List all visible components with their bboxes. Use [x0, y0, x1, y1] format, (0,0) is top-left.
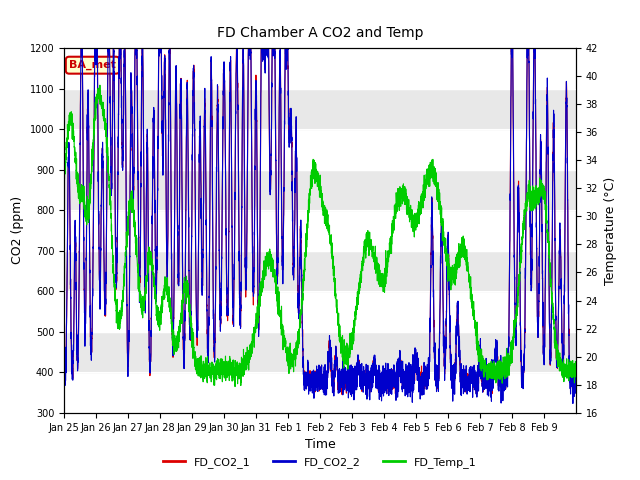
- Legend: FD_CO2_1, FD_CO2_2, FD_Temp_1: FD_CO2_1, FD_CO2_2, FD_Temp_1: [159, 452, 481, 472]
- Y-axis label: CO2 (ppm): CO2 (ppm): [11, 196, 24, 264]
- X-axis label: Time: Time: [305, 438, 335, 451]
- Bar: [64, 210, 576, 251]
- Y-axis label: Temperature (°C): Temperature (°C): [604, 176, 617, 285]
- Bar: [64, 129, 576, 169]
- Bar: [64, 291, 576, 332]
- Title: FD Chamber A CO2 and Temp: FD Chamber A CO2 and Temp: [217, 26, 423, 40]
- Bar: [64, 372, 576, 413]
- Bar: [64, 332, 576, 372]
- Bar: [64, 251, 576, 291]
- Bar: [64, 88, 576, 129]
- Text: BA_met: BA_met: [69, 60, 116, 71]
- Bar: [64, 48, 576, 88]
- Bar: [64, 169, 576, 210]
